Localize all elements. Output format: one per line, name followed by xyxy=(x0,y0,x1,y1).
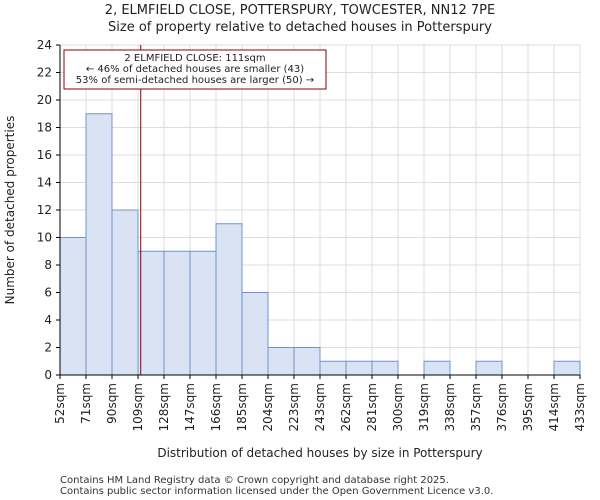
bar xyxy=(553,360,581,376)
x-axis-label: Distribution of detached houses by size … xyxy=(157,446,482,460)
x-tick-label: 300sqm xyxy=(391,383,405,431)
y-tick-label: 12 xyxy=(37,203,52,217)
bar xyxy=(475,360,503,376)
annotation-line-1: 2 ELMFIELD CLOSE: 111sqm xyxy=(124,53,265,64)
bar xyxy=(371,360,399,376)
x-tick-label: 414sqm xyxy=(547,383,561,431)
annotation-line-2: ← 46% of detached houses are smaller (43… xyxy=(86,64,304,75)
y-tick-label: 24 xyxy=(37,38,52,52)
x-tick-label: 243sqm xyxy=(313,383,327,431)
x-tick-label: 71sqm xyxy=(79,383,93,424)
bar xyxy=(319,360,347,376)
axes xyxy=(56,44,581,379)
x-tick-label: 223sqm xyxy=(287,383,301,431)
x-tick-labels: 52sqm 71sqm 90sqm 109sqm 128sqm 147sqm 166sqm 1… xyxy=(53,383,587,431)
bar xyxy=(137,250,165,376)
annotation-line-3: 53% of semi-detached houses are larger (… xyxy=(76,75,314,86)
x-tick-label: 395sqm xyxy=(521,383,535,431)
bar xyxy=(215,223,243,376)
y-tick-label: 18 xyxy=(37,121,52,135)
x-tick-label: 204sqm xyxy=(261,383,275,431)
bar xyxy=(163,250,191,376)
x-tick-label: 319sqm xyxy=(417,383,431,431)
bars xyxy=(59,113,581,376)
x-tick-label: 90sqm xyxy=(105,383,119,424)
x-tick-label: 147sqm xyxy=(183,383,197,431)
bar xyxy=(293,347,321,376)
x-tick-label: 52sqm xyxy=(53,383,67,424)
y-tick-label: 6 xyxy=(44,286,52,300)
x-tick-label: 338sqm xyxy=(443,383,457,431)
bar xyxy=(267,347,295,376)
x-tick-label: 433sqm xyxy=(573,383,587,431)
footer-line-2: Contains public sector information licen… xyxy=(60,486,494,497)
chart-subtitle: Size of property relative to detached ho… xyxy=(108,20,492,35)
bar xyxy=(59,237,87,376)
y-tick-label: 14 xyxy=(37,176,52,190)
y-tick-label: 16 xyxy=(37,148,52,162)
annotation-box xyxy=(63,49,327,90)
bar xyxy=(345,360,373,376)
bar xyxy=(111,209,139,376)
y-tick-label: 10 xyxy=(37,231,52,245)
bar xyxy=(189,250,217,376)
marker-annotation: 2 ELMFIELD CLOSE: 111sqm ← 46% of detach… xyxy=(63,49,327,90)
bar xyxy=(241,292,269,376)
x-tick-label: 185sqm xyxy=(235,383,249,431)
y-axis-label: Number of detached properties xyxy=(3,116,17,305)
y-tick-label: 8 xyxy=(44,258,52,272)
x-tick-label: 262sqm xyxy=(339,383,353,431)
x-tick-label: 109sqm xyxy=(131,383,145,431)
x-tick-label: 281sqm xyxy=(365,383,379,431)
x-tick-label: 166sqm xyxy=(209,383,223,431)
y-tick-label: 22 xyxy=(37,66,52,80)
chart-title: 2, ELMFIELD CLOSE, POTTERSPURY, TOWCESTE… xyxy=(104,3,496,18)
y-tick-label: 20 xyxy=(37,93,52,107)
bar xyxy=(423,360,451,376)
bar xyxy=(85,113,113,376)
x-tick-label: 376sqm xyxy=(495,383,509,431)
y-tick-label: 0 xyxy=(44,368,52,382)
y-tick-label: 2 xyxy=(44,341,52,355)
x-tick-label: 128sqm xyxy=(157,383,171,431)
footer-line-1: Contains HM Land Registry data © Crown c… xyxy=(60,475,449,486)
x-tick-label: 357sqm xyxy=(469,383,483,431)
grid-lines xyxy=(59,44,581,376)
y-tick-label: 4 xyxy=(44,313,52,327)
